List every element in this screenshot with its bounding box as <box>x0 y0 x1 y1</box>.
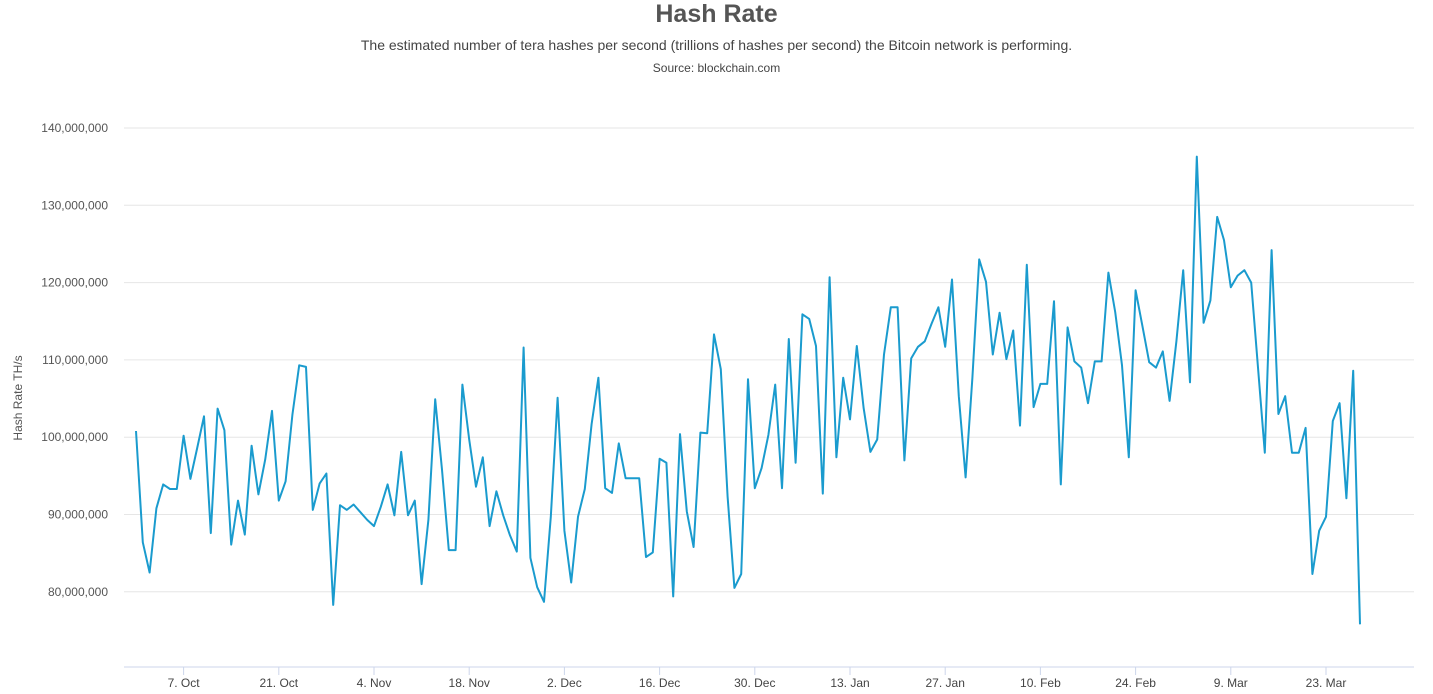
y-tick-label: 110,000,000 <box>42 353 108 367</box>
chart-source: Source: blockchain.com <box>652 61 781 75</box>
hash-rate-series-line[interactable] <box>135 155 1361 625</box>
chart-subtitle: The estimated number of tera hashes per … <box>360 37 1073 53</box>
x-tick-label: 9. Mar <box>1214 676 1248 690</box>
x-tick-label: 21. Oct <box>259 676 298 690</box>
y-tick-label: 140,000,000 <box>41 121 108 135</box>
chart-title: Hash Rate <box>655 0 778 28</box>
x-tick-label: 2. Dec <box>547 676 582 690</box>
x-axis-ticks: 7. Oct 21. Oct 4. Nov 18. Nov 2. Dec 16. Dec 3… <box>168 667 1347 690</box>
grid-lines <box>124 127 1414 593</box>
y-tick-label: 130,000,000 <box>41 198 108 212</box>
x-tick-label: 30. Dec <box>734 676 775 690</box>
x-tick-label: 7. Oct <box>168 676 201 690</box>
x-tick-label: 18. Nov <box>449 676 490 690</box>
y-tick-label: 80,000,000 <box>48 585 108 599</box>
x-tick-label: 13. Jan <box>830 676 869 690</box>
y-tick-label: 90,000,000 <box>48 508 108 522</box>
x-tick-label: 24. Feb <box>1115 676 1156 690</box>
x-tick-label: 27. Jan <box>926 676 965 690</box>
x-tick-label: 16. Dec <box>639 676 680 690</box>
x-tick-label: 4. Nov <box>357 676 392 690</box>
y-tick-label: 100,000,000 <box>41 430 108 444</box>
x-tick-label: 23. Mar <box>1306 676 1347 690</box>
y-axis-label: Hash Rate TH/s <box>11 355 25 440</box>
y-tick-label: 120,000,000 <box>41 276 108 290</box>
x-tick-label: 10. Feb <box>1020 676 1061 690</box>
y-axis-ticks: 80,000,000 90,000,000 100,000,000 110,000,0… <box>41 121 108 599</box>
